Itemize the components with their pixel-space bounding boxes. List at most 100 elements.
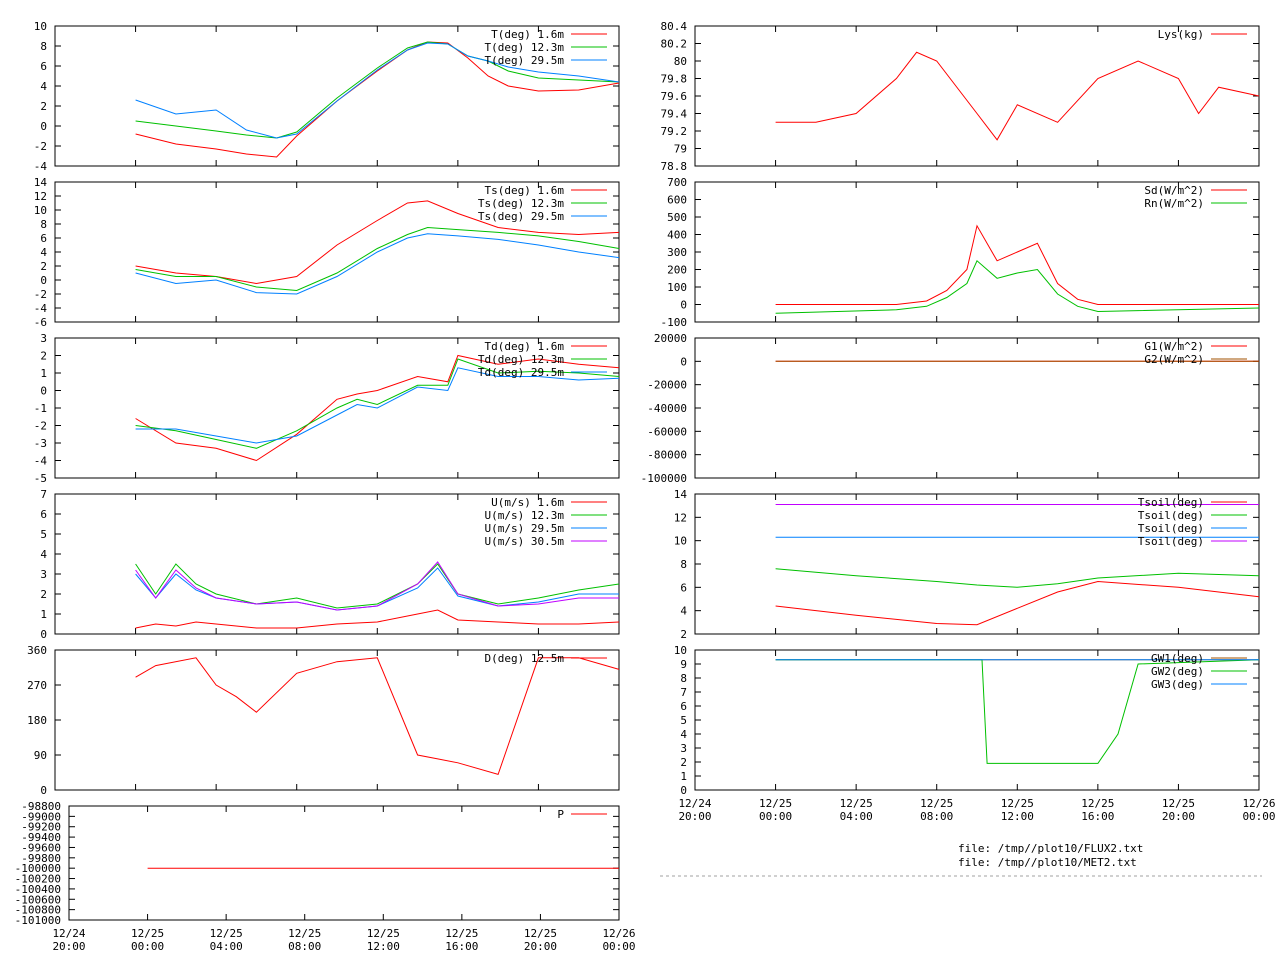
y-tick-label: -2 [34, 288, 47, 301]
y-tick-label: -20000 [647, 379, 687, 392]
x-tick-label-time: 20:00 [52, 940, 85, 953]
series-line-t-1 [135, 41, 620, 139]
y-tick-label: -80000 [647, 449, 687, 462]
y-tick-label: -3 [34, 437, 47, 450]
y-tick-label: 100 [667, 281, 687, 294]
plot-frame [694, 25, 1260, 167]
legend-label: Tsoil(deg) [1138, 496, 1204, 509]
y-tick-label: 7 [680, 686, 687, 699]
y-tick-label: 79.6 [661, 90, 688, 103]
y-tick-label: -1 [34, 402, 47, 415]
y-tick-label: 14 [34, 176, 48, 189]
y-tick-label: 0 [680, 299, 687, 312]
y-tick-label: -99200 [21, 821, 61, 834]
y-tick-label: 2 [40, 350, 47, 363]
series-line-rad-1 [775, 259, 1260, 314]
y-tick-label: 80.2 [661, 38, 688, 51]
legend-label: Td(deg) 12.3m [478, 353, 564, 366]
y-tick-label: 2 [40, 588, 47, 601]
legend-label: U(m/s) 1.6m [491, 496, 564, 509]
y-tick-label: 3 [680, 742, 687, 755]
x-tick-label-date: 12/24 [678, 797, 711, 810]
y-tick-label: 2 [680, 756, 687, 769]
y-tick-label: 400 [667, 229, 687, 242]
legend-label: GW1(deg) [1151, 652, 1204, 665]
legend-label: U(m/s) 29.5m [485, 522, 565, 535]
legend-label: T(deg) 1.6m [491, 28, 564, 41]
series-line-t-2 [135, 42, 620, 139]
x-tick-label-time: 20:00 [524, 940, 557, 953]
series-line-d-0 [135, 657, 620, 776]
legend-label: T(deg) 29.5m [485, 54, 565, 67]
y-tick-label: 3 [40, 332, 47, 345]
plot-frame [54, 649, 620, 791]
y-tick-label: -60000 [647, 425, 687, 438]
y-tick-label: 80 [674, 55, 687, 68]
y-tick-label: 5 [680, 714, 687, 727]
chart-panel-rad: -100 0 100 200 300 400 500 600 700 Sd(W/m^2)Rn(W/… [661, 176, 1260, 329]
y-tick-label: -99000 [21, 810, 61, 823]
x-tick-label-date: 12/26 [1242, 797, 1275, 810]
y-tick-label: -100 [661, 316, 688, 329]
legend-label: G1(W/m^2) [1144, 340, 1204, 353]
y-tick-label: 0 [40, 784, 47, 797]
chart-panel-p: -98800-99000-99200-99400-99600-99800-100… [15, 800, 636, 953]
y-tick-label: 20000 [654, 332, 687, 345]
series-line-tsoil-1 [775, 568, 1260, 588]
y-tick-label: 600 [667, 194, 687, 207]
x-tick-label-time: 12:00 [1001, 810, 1034, 823]
y-tick-label: 12 [34, 190, 47, 203]
y-tick-label: 4 [40, 548, 47, 561]
y-tick-label: -5 [34, 472, 47, 485]
series-line-u-3 [135, 561, 619, 611]
legend-label: P [557, 808, 564, 821]
chart-panel-t: -4 -2 0 2 4 6 8 10 T(deg) 1.6mT(deg) 12.3mT(deg)… [34, 20, 620, 173]
legend-label: U(m/s) 12.3m [485, 509, 565, 522]
x-tick-label-time: 04:00 [840, 810, 873, 823]
legend-label: Rn(W/m^2) [1144, 197, 1204, 210]
y-tick-label: -4 [34, 160, 48, 173]
series-line-ts-1 [135, 226, 620, 292]
y-tick-label: -98800 [21, 800, 61, 813]
legend-label: T(deg) 12.3m [485, 41, 565, 54]
y-tick-label: 5 [40, 528, 47, 541]
chart-panel-g: -100000 -80000 -60000 -40000 -20000 0 20000 G1(… [641, 332, 1260, 485]
y-tick-label: 79.8 [661, 73, 688, 86]
series-line-ts-2 [135, 233, 620, 295]
legend-label: Sd(W/m^2) [1144, 184, 1204, 197]
y-tick-label: 8 [680, 672, 687, 685]
y-tick-label: 180 [27, 714, 47, 727]
y-tick-label: -2 [34, 140, 47, 153]
x-tick-label-date: 12/25 [759, 797, 792, 810]
y-tick-label: -100400 [15, 883, 61, 896]
chart-panel-u: 0 1 2 3 4 5 6 7 U(m/s) 1.6mU(m/s) 12.3mU(m/s) 29… [40, 488, 620, 641]
y-tick-label: 4 [680, 728, 687, 741]
y-tick-label: 1 [40, 367, 47, 380]
y-tick-label: 12 [674, 511, 687, 524]
y-tick-label: 6 [680, 700, 687, 713]
y-tick-label: -4 [34, 455, 48, 468]
legend-label: Ts(deg) 29.5m [478, 210, 564, 223]
x-tick-label-time: 08:00 [288, 940, 321, 953]
y-tick-label: -99400 [21, 831, 61, 844]
x-tick-label-date: 12/25 [1081, 797, 1114, 810]
y-tick-label: 2 [40, 100, 47, 113]
x-tick-label-time: 04:00 [210, 940, 243, 953]
y-tick-label: -100000 [641, 472, 687, 485]
legend-label: Lys(kg) [1158, 28, 1204, 41]
y-tick-label: 3 [40, 568, 47, 581]
y-tick-label: -100200 [15, 873, 61, 886]
y-tick-label: -100800 [15, 904, 61, 917]
x-tick-label-date: 12/25 [131, 927, 164, 940]
chart-panel-gw: 01234567891012/2420:0012/2500:0012/2504:… [674, 644, 1276, 823]
y-tick-label: 7 [40, 488, 47, 501]
plot-frame [68, 805, 620, 921]
series-line-td-2 [135, 367, 620, 444]
y-tick-label: -100600 [15, 893, 61, 906]
y-tick-label: 10 [34, 20, 47, 33]
y-tick-label: 80.4 [661, 20, 688, 33]
legend-label: D(deg) 12.5m [485, 652, 565, 665]
y-tick-label: 79.2 [661, 125, 688, 138]
